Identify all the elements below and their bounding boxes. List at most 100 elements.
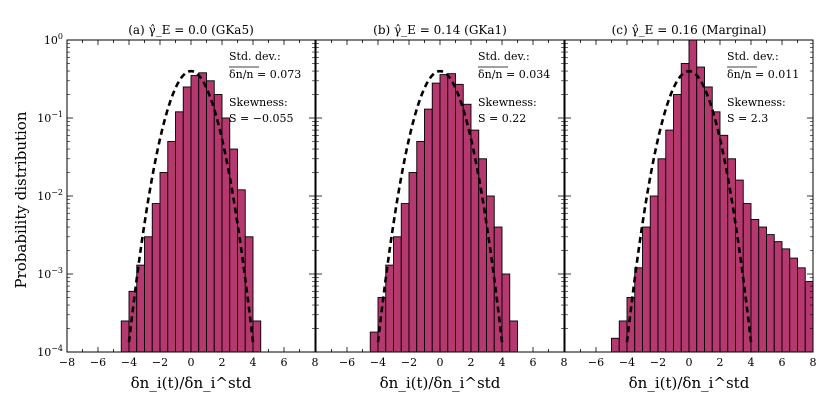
histogram-bar (509, 320, 518, 353)
histogram-bar (626, 297, 636, 353)
histogram-bar (198, 72, 207, 353)
histogram-bar (649, 195, 659, 353)
histogram-bar (369, 331, 379, 353)
skewness-value: S = 2.3 (727, 112, 768, 125)
x-tick-label: 2 (219, 356, 226, 369)
x-tick-label: 8 (810, 356, 817, 369)
x-tick-label: −4 (370, 356, 386, 369)
gaussian-fit-curve (376, 69, 504, 343)
histogram-bar (431, 82, 441, 353)
panel-2: −6 −4 −2 0 2 4 6 8 (b) γ̂_E = 0.14 (GKa1) Std. de… (315, 23, 568, 392)
histogram-bar (486, 195, 495, 353)
panel-title: (a) γ̂_E = 0.0 (GKa5) (128, 23, 254, 37)
std-dev-value: δn/n = 0.011 (727, 68, 799, 81)
histogram-bar (665, 129, 674, 353)
std-dev-label: Std. dev.: (229, 50, 281, 63)
x-tick-label: 2 (468, 356, 475, 369)
histogram-bar (634, 267, 643, 353)
x-tick-label: −2 (152, 356, 168, 369)
histogram-bar (797, 267, 806, 353)
x-tick-label: −6 (339, 356, 355, 369)
histogram-bar (447, 73, 456, 353)
histogram-bar (190, 75, 200, 353)
histogram-bar (416, 141, 425, 353)
histogram-bar (773, 241, 783, 353)
histogram-bar (804, 281, 814, 353)
skewness-label: Skewness: (478, 96, 537, 109)
std-dev-value: δn/n = 0.034 (478, 68, 550, 81)
histogram-bar (167, 141, 176, 353)
histogram-bar (439, 74, 449, 353)
histogram-bar (781, 248, 791, 353)
x-tick-label: 6 (530, 356, 537, 369)
skewness-label: Skewness: (727, 96, 786, 109)
histogram-bar (244, 236, 254, 353)
histogram-bar (704, 86, 713, 353)
y-axis-label: Probability distribution (12, 111, 30, 288)
histogram-bar (657, 158, 667, 353)
y-tick-label: 10−2 (37, 188, 63, 203)
x-tick-label: −6 (90, 356, 106, 369)
x-tick-label: −4 (619, 356, 635, 369)
histogram-bar (688, 39, 698, 353)
x-tick-label: 8 (312, 356, 319, 369)
panel-title: (c) γ̂_E = 0.16 (Marginal) (612, 23, 767, 37)
histogram-bar (408, 172, 418, 353)
x-tick-label: 6 (281, 356, 288, 369)
x-axis-label: δn_i(t)/δn_i^std (131, 374, 252, 392)
x-tick-label: 2 (717, 356, 724, 369)
skewness-value: S = −0.055 (229, 112, 293, 125)
x-tick-label: 8 (561, 356, 568, 369)
skewness-value: S = 0.22 (478, 112, 526, 125)
std-dev-value: δn/n = 0.073 (229, 68, 301, 81)
x-tick-label: −8 (59, 356, 75, 369)
histogram-bar (206, 80, 215, 353)
histogram-bar (478, 158, 487, 353)
x-tick-label: −6 (588, 356, 604, 369)
histogram-bar (400, 203, 410, 353)
histogram-bar (719, 134, 729, 353)
histogram-bar (182, 86, 192, 353)
histogram-bar (151, 203, 161, 353)
histogram-bar (455, 83, 464, 353)
x-tick-label: 0 (686, 356, 693, 369)
histogram-bar (673, 94, 682, 353)
x-tick-label: −4 (121, 356, 137, 369)
y-tick-label: 10−4 (37, 344, 63, 359)
histogram-bar (680, 63, 690, 353)
histogram-bar (696, 66, 705, 353)
histogram-bar (750, 219, 760, 353)
histogram-bar (735, 179, 744, 353)
panel-title: (b) γ̂_E = 0.14 (GKa1) (373, 23, 507, 37)
x-tick-label: 0 (437, 356, 444, 369)
x-tick-label: 4 (499, 356, 506, 369)
histogram-bar (377, 297, 387, 353)
histogram-bar (462, 103, 472, 353)
x-tick-label: −2 (650, 356, 666, 369)
histogram-bar (766, 234, 775, 353)
histogram-bar (252, 320, 262, 353)
histogram-bar (642, 226, 651, 353)
panel-1: −8 −6 −4 −2 0 2 4 6 8 100 10−1 10−2 10−3 10−4 (a) γ̂_E… (37, 23, 318, 392)
x-tick-label: 6 (779, 356, 786, 369)
x-axis-label: δn_i(t)/δn_i^std (629, 374, 750, 392)
gaussian-fit-curve (625, 69, 753, 343)
y-tick-label: 100 (44, 32, 63, 47)
histogram-bar (611, 337, 620, 353)
skewness-label: Skewness: (229, 96, 288, 109)
histogram-bar (618, 320, 628, 353)
x-axis-label: δn_i(t)/δn_i^std (380, 374, 501, 392)
histogram-bar (159, 172, 169, 353)
x-tick-label: 4 (748, 356, 755, 369)
histogram-bar (175, 111, 184, 353)
panel-3: −6 −4 −2 0 2 4 6 8 (c) γ̂_E = 0.16 (Marginal) Std… (564, 23, 817, 392)
histogram-bar (144, 236, 153, 353)
x-tick-label: −2 (401, 356, 417, 369)
histogram-bar (501, 273, 511, 353)
x-tick-label: 0 (188, 356, 195, 369)
x-tick-label: 4 (250, 356, 257, 369)
histogram-bar (711, 111, 721, 353)
histogram-bar (758, 226, 767, 353)
gaussian-fit-curve (127, 69, 255, 343)
